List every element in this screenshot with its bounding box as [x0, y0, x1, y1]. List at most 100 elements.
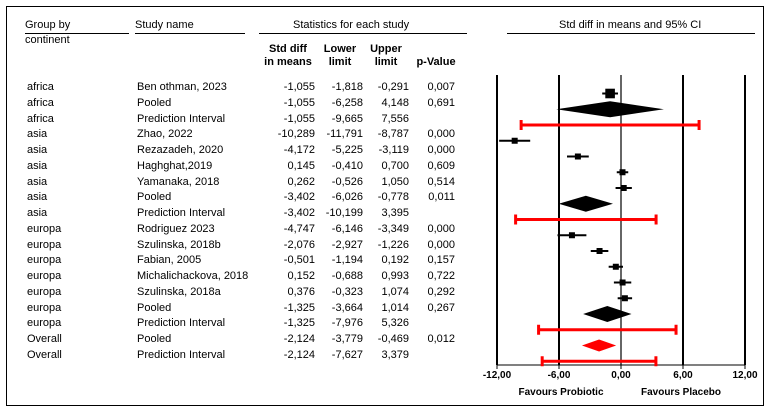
- table-row: asia Prediction Interval -3,402 -10,199 3,39…: [7, 206, 477, 221]
- lower-limit-cell: -0,323: [331, 285, 363, 298]
- upper-limit-cell: 3,395: [381, 207, 409, 219]
- col-std-diff-line1: Std diff: [269, 43, 307, 55]
- study-marker: [568, 232, 575, 239]
- col-lower-line2: limit: [328, 56, 352, 68]
- p-value-cell: 0,000: [427, 128, 455, 141]
- x-tick-label: -12,00: [483, 370, 512, 381]
- study-marker: [619, 169, 626, 176]
- group-cell: asia: [27, 191, 48, 204]
- forest-plot: -12,00 -6,00 0,00 6,00 12,00 Favours Probioti…: [483, 75, 758, 398]
- table-row: asia Rezazadeh, 2020 -4,172 -5,225 -3,119 0,0…: [7, 143, 477, 158]
- table-row: africa Pooled -1,055 -6,258 4,148 0,691: [7, 96, 477, 111]
- p-value-cell: 0,514: [427, 175, 455, 188]
- p-value-cell: 0,012: [427, 333, 455, 345]
- std-diff-cell: -2,124: [283, 333, 315, 345]
- std-diff-cell: 0,262: [287, 175, 315, 188]
- lower-limit-cell: -2,927: [331, 238, 363, 251]
- upper-limit-cell: 0,192: [381, 254, 409, 267]
- header-group-underline: [25, 33, 129, 34]
- x-tick-label: 12,00: [732, 370, 757, 381]
- header-study-underline: [135, 33, 245, 34]
- upper-limit-cell: 0,700: [381, 159, 409, 172]
- study-name-cell: Prediction Interval: [137, 207, 226, 219]
- study-name-cell: Pooled: [137, 96, 172, 109]
- std-diff-cell: -2,076: [283, 238, 315, 251]
- study-name-cell: Szulinska, 2018b: [137, 238, 221, 251]
- study-marker: [620, 185, 627, 191]
- study-marker: [619, 279, 626, 286]
- upper-limit-cell: 3,379: [381, 348, 409, 361]
- x-tick-label: 6,00: [673, 370, 693, 381]
- pooled-diamond: [558, 195, 613, 212]
- std-diff-cell: -4,172: [283, 144, 315, 156]
- upper-limit-cell: -1,226: [377, 238, 409, 251]
- pooled-diamond: [583, 306, 632, 322]
- p-value-cell: 0,007: [427, 81, 455, 93]
- p-value-cell: 0,292: [427, 285, 455, 298]
- study-name-cell: Fabian, 2005: [137, 254, 202, 267]
- lower-limit-cell: -10,199: [325, 207, 363, 219]
- study-name-cell: Szulinska, 2018a: [137, 285, 221, 298]
- header-statistics: Statistics for each study: [293, 19, 410, 31]
- p-value-cell: 0,011: [428, 191, 455, 204]
- study-name-cell: Prediction Interval: [137, 348, 226, 361]
- table-row: africa Ben othman, 2023 -1,055 -1,818 -0,291…: [7, 80, 477, 95]
- header-study-name: Study name: [135, 19, 194, 31]
- lower-limit-cell: -0,688: [331, 270, 363, 282]
- table-row: europa Prediction Interval -1,325 -7,976 5,3…: [7, 316, 477, 331]
- std-diff-cell: -0,501: [283, 254, 315, 267]
- lower-limit-cell: -6,026: [331, 191, 363, 204]
- x-tick-label: -6,00: [548, 370, 571, 381]
- std-diff-cell: -1,055: [283, 96, 315, 109]
- upper-limit-cell: 4,148: [381, 96, 409, 109]
- study-name-cell: Pooled: [137, 191, 172, 204]
- favours-placebo-label: Favours Placebo: [641, 387, 721, 398]
- upper-limit-cell: -0,469: [377, 333, 409, 345]
- study-name-cell: Prediction Interval: [137, 112, 226, 125]
- study-name-cell: Michalichackova, 2018: [137, 270, 249, 282]
- header-ci: Std diff in means and 95% CI: [559, 19, 702, 31]
- group-cell: africa: [27, 81, 54, 93]
- col-pvalue: p-Value: [416, 56, 456, 68]
- upper-limit-cell: 1,074: [381, 285, 409, 298]
- group-cell: europa: [27, 222, 62, 235]
- p-value-cell: 0,267: [427, 301, 455, 314]
- std-diff-cell: -2,124: [283, 348, 315, 361]
- table-row: Overall Prediction Interval -2,124 -7,627 3,…: [7, 348, 477, 363]
- group-cell: asia: [27, 175, 48, 188]
- p-value-cell: 0,691: [427, 96, 455, 109]
- pooled-diamond: [581, 339, 617, 352]
- study-name-cell: Zhao, 2022: [137, 128, 193, 141]
- std-diff-cell: -10,289: [277, 128, 315, 141]
- study-marker: [621, 295, 628, 302]
- std-diff-cell: -1,325: [283, 317, 315, 330]
- study-name-cell: Rezazadeh, 2020: [137, 144, 224, 156]
- table-row: asia Pooled -3,402 -6,026 -0,778 0,011: [7, 190, 477, 205]
- upper-limit-cell: 5,326: [381, 317, 409, 330]
- std-diff-cell: -4,747: [283, 222, 315, 235]
- study-name-cell: Rodriguez 2023: [137, 222, 215, 235]
- group-cell: europa: [27, 238, 62, 251]
- study-marker: [605, 88, 615, 99]
- group-cell: europa: [27, 317, 62, 330]
- group-cell: asia: [27, 144, 48, 156]
- upper-limit-cell: -3,119: [378, 144, 409, 156]
- pooled-diamond: [556, 101, 664, 118]
- lower-limit-cell: -3,779: [331, 333, 363, 345]
- p-value-cell: 0,157: [427, 254, 455, 267]
- group-cell: europa: [27, 285, 62, 298]
- group-cell: africa: [27, 96, 54, 109]
- upper-limit-cell: -0,291: [377, 81, 409, 93]
- std-diff-cell: -1,055: [283, 81, 315, 93]
- lower-limit-cell: -0,526: [331, 175, 363, 188]
- header-continent: continent: [25, 34, 70, 46]
- x-tick-label: 0,00: [611, 370, 631, 381]
- p-value-cell: 0,722: [427, 270, 455, 282]
- study-name-cell: Yamanaka, 2018: [137, 175, 220, 188]
- study-name-cell: Prediction Interval: [137, 317, 226, 330]
- table-row: europa Szulinska, 2018b -2,076 -2,927 -1,226…: [7, 238, 477, 253]
- table-row: Overall Pooled -2,124 -3,779 -0,469 0,012: [7, 332, 477, 347]
- lower-limit-cell: -5,225: [331, 144, 363, 156]
- upper-limit-cell: 1,050: [381, 175, 409, 188]
- col-upper-line1: Upper: [370, 43, 402, 55]
